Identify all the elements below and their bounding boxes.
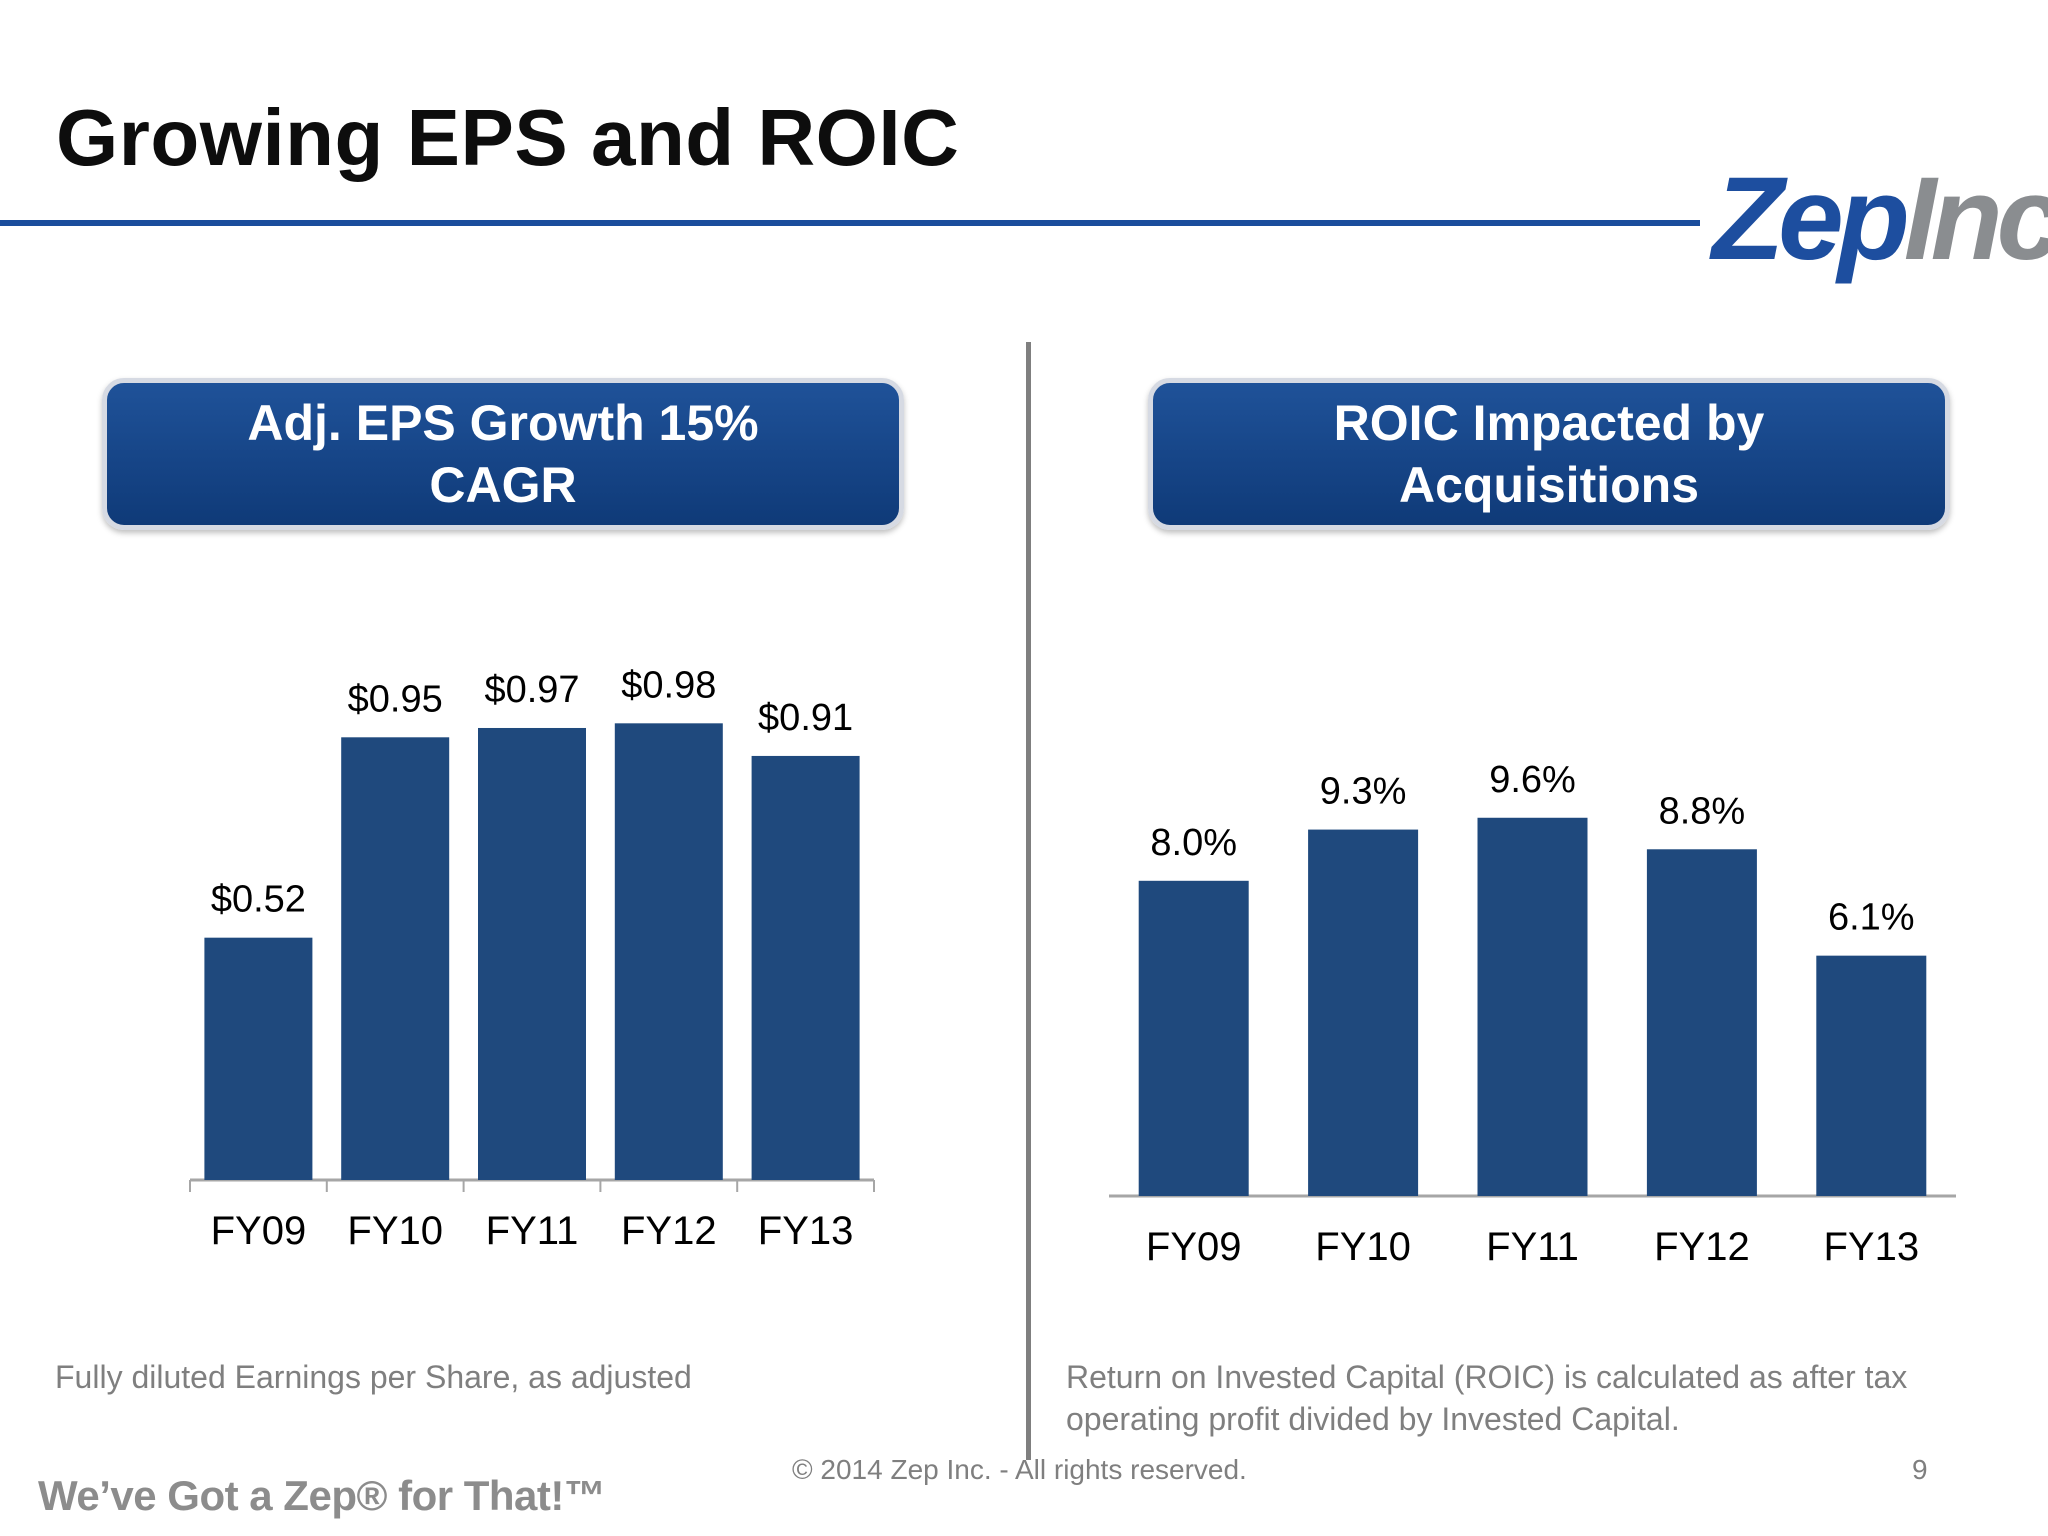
roic-data-label: 9.3% — [1320, 771, 1407, 813]
roic-panel-header-text: ROIC Impacted by Acquisitions — [1333, 395, 1765, 513]
eps-data-label: $0.91 — [758, 697, 853, 739]
eps-data-label: $0.98 — [621, 664, 716, 706]
eps-category-label: FY12 — [621, 1209, 717, 1253]
roic-category-label: FY09 — [1146, 1225, 1242, 1269]
eps-bar — [204, 937, 313, 1180]
roic-category-label: FY13 — [1823, 1225, 1919, 1269]
copyright: © 2014 Zep Inc. - All rights reserved. — [792, 1454, 1247, 1485]
page-number: 9 — [1912, 1454, 1928, 1485]
roic-bar — [1646, 849, 1757, 1196]
roic-panel-header: ROIC Impacted by Acquisitions — [1148, 378, 1950, 530]
logo-main: Zep — [1712, 153, 1910, 285]
roic-category-label: FY10 — [1315, 1225, 1411, 1269]
eps-bar — [751, 755, 860, 1180]
eps-category-label: FY09 — [211, 1209, 307, 1253]
eps-category-label: FY11 — [486, 1209, 579, 1253]
eps-category-label: FY13 — [758, 1209, 854, 1253]
roic-bar — [1816, 955, 1927, 1196]
eps-data-label: $0.95 — [348, 678, 443, 720]
roic-bar — [1138, 880, 1249, 1196]
roic-category-label: FY11 — [1486, 1225, 1579, 1269]
roic-data-label: 8.8% — [1659, 790, 1746, 832]
eps-data-label: $0.52 — [211, 879, 306, 921]
zep-logo: ZepInc — [1712, 160, 2048, 278]
roic-bar — [1477, 817, 1588, 1196]
eps-data-label: $0.97 — [484, 669, 579, 711]
roic-data-label: 8.0% — [1150, 822, 1237, 864]
eps-bar — [478, 727, 586, 1180]
slide-title: Growing EPS and ROIC — [56, 93, 960, 182]
roic-footnote: Return on Invested Capital (ROIC) is cal… — [1066, 1359, 1908, 1437]
logo-suffix: Inc — [1903, 153, 2048, 285]
roic-category-label: FY12 — [1654, 1225, 1750, 1269]
eps-bar — [614, 723, 723, 1180]
eps-panel-header-text: Adj. EPS Growth 15% CAGR — [247, 395, 759, 513]
roic-bar — [1308, 829, 1419, 1196]
eps-category-label: FY10 — [347, 1209, 443, 1253]
roic-data-label: 9.6% — [1489, 759, 1576, 801]
title-rule — [0, 220, 1700, 226]
eps-footnote: Fully diluted Earnings per Share, as adj… — [55, 1359, 692, 1395]
panel-divider — [1026, 342, 1031, 1460]
tagline: We’ve Got a Zep® for That!™ — [38, 1472, 606, 1519]
eps-bar — [341, 737, 450, 1180]
eps-panel-header: Adj. EPS Growth 15% CAGR — [102, 378, 904, 530]
roic-data-label: 6.1% — [1828, 897, 1915, 939]
